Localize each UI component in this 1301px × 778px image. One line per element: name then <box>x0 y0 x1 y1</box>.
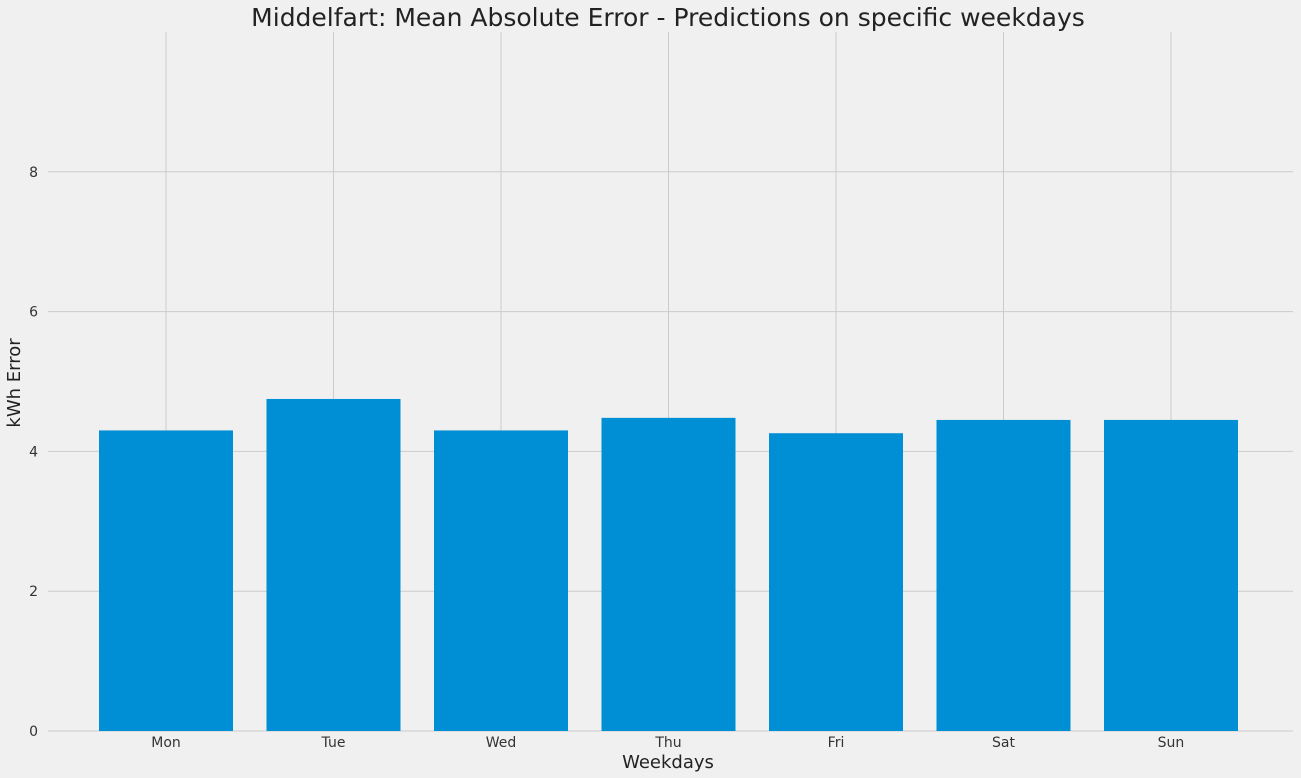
x-tick-label: Fri <box>828 735 845 751</box>
y-tick-label: 6 <box>29 305 38 321</box>
bar-wed <box>434 430 568 731</box>
x-axis-label: Weekdays <box>622 752 714 773</box>
y-tick-label: 2 <box>29 584 38 600</box>
bars <box>99 398 1238 731</box>
y-tick-labels: 0 2 4 6 8 <box>29 165 38 740</box>
chart-title: Middelfart: Mean Absolute Error - Predic… <box>251 3 1085 32</box>
y-axis-label: kWh Error <box>4 338 25 428</box>
x-tick-label: Mon <box>151 735 181 751</box>
bar-mon <box>99 430 233 731</box>
x-tick-label: Tue <box>321 735 346 751</box>
y-tick-label: 8 <box>29 165 38 181</box>
y-tick-label: 4 <box>29 444 38 460</box>
bar-sun <box>1104 419 1238 731</box>
x-tick-label: Thu <box>654 735 681 751</box>
x-tick-label: Sat <box>992 735 1015 751</box>
bar-tue <box>266 398 401 731</box>
y-tick-label: 0 <box>29 724 38 740</box>
x-tick-label: Wed <box>486 735 517 751</box>
x-tick-labels: Mon Tue Wed Thu Fri Sat Sun <box>151 735 1184 751</box>
bar-thu <box>601 417 736 731</box>
bar-sat <box>936 419 1071 731</box>
x-tick-label: Sun <box>1158 735 1185 751</box>
bar-fri <box>769 433 903 731</box>
